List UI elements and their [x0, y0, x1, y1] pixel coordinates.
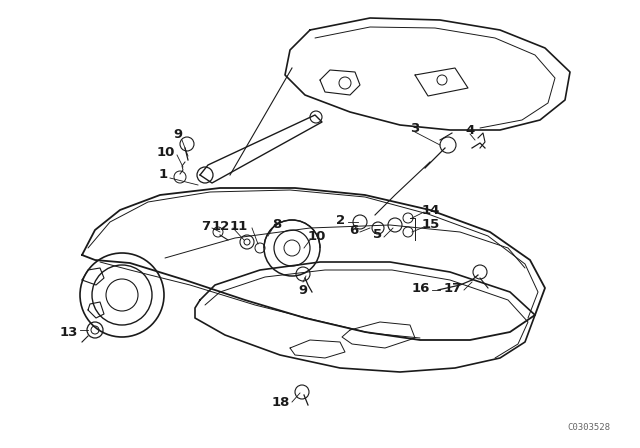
- Text: 8: 8: [272, 217, 281, 231]
- Text: 2: 2: [336, 214, 345, 227]
- Text: 12: 12: [212, 220, 230, 233]
- Text: 7: 7: [201, 220, 210, 233]
- Text: 17: 17: [444, 281, 462, 294]
- Text: 10: 10: [157, 146, 175, 159]
- Text: 4: 4: [465, 124, 475, 137]
- Text: 3: 3: [410, 121, 420, 134]
- Text: 9: 9: [173, 129, 182, 142]
- Text: 11: 11: [230, 220, 248, 233]
- Text: 1: 1: [159, 168, 168, 181]
- Text: C0303528: C0303528: [567, 423, 610, 432]
- Text: 18: 18: [271, 396, 290, 409]
- Text: 9: 9: [298, 284, 308, 297]
- Text: 16: 16: [412, 281, 430, 294]
- Text: 10: 10: [308, 231, 326, 244]
- Text: 13: 13: [60, 326, 78, 339]
- Text: 6: 6: [349, 224, 358, 237]
- Text: 5: 5: [373, 228, 382, 241]
- Text: 14: 14: [422, 203, 440, 216]
- Text: 15: 15: [422, 219, 440, 232]
